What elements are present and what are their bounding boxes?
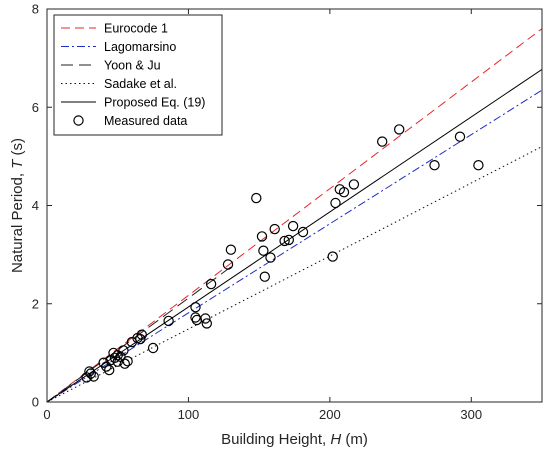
measured-point [201, 318, 212, 329]
measured-point [251, 192, 262, 204]
measured-point [190, 302, 201, 313]
x-tick-label: 100 [178, 407, 200, 422]
y-tick-label: 4 [32, 198, 39, 213]
measured-point [473, 159, 484, 171]
measured-point [122, 356, 133, 367]
legend-box [53, 14, 223, 136]
y-axis-label: Natural Period, T (s) [9, 138, 26, 273]
y-tick-label: 8 [32, 2, 39, 17]
legend-label-proposed-eq-19: Proposed Eq. (19) [104, 96, 205, 110]
measured-point [394, 124, 405, 135]
measured-point [297, 226, 309, 238]
measured-point [279, 235, 290, 247]
measured-point [283, 234, 294, 246]
y-tick-label: 0 [32, 395, 39, 410]
x-axis-label: Building Height, H (m) [221, 431, 368, 448]
legend-label-eurocode-1: Eurocode 1 [104, 22, 168, 36]
measured-point [454, 131, 466, 142]
series-layer [47, 28, 542, 402]
measured-point [200, 313, 211, 324]
y-tick-label: 6 [32, 100, 39, 115]
legend: Eurocode 1 Lagomarsino Yoon & Ju Sadake et … [53, 14, 223, 136]
measured-point [191, 314, 203, 326]
measured-point [119, 358, 131, 369]
measured-point [259, 271, 270, 282]
legend-label-yoon-ju: Yoon & Ju [104, 59, 161, 73]
legend-swatch-measured-data [73, 115, 84, 126]
measured-point [136, 329, 147, 340]
measured-point [85, 368, 97, 379]
series-line-lagomarsino [47, 89, 542, 402]
measured-point [225, 244, 237, 255]
ticks-layer: 0 100 200 300 0 2 4 6 8 [32, 2, 542, 422]
measured-point [269, 223, 280, 235]
x-tick-label: 0 [43, 407, 50, 422]
x-axis-unit: (m) [341, 431, 368, 448]
measured-point [256, 231, 268, 242]
y-axis-label-text: Natural Period, [9, 169, 26, 273]
measured-point [287, 220, 299, 232]
legend-label-sadake-et-al: Sadake et al. [104, 77, 177, 91]
measured-point [163, 315, 174, 327]
y-axis-unit: (s) [9, 138, 26, 160]
measured-point [118, 345, 129, 356]
measured-point [147, 342, 159, 354]
measured-point [377, 136, 388, 147]
legend-label-lagomarsino: Lagomarsino [104, 40, 176, 54]
measured-point [429, 159, 440, 171]
measured-point [88, 371, 99, 382]
y-axis-symbol: T [9, 158, 26, 169]
y-tick-label: 2 [32, 296, 39, 311]
measured-point [330, 197, 341, 209]
legend-label-measured-data: Measured data [104, 114, 187, 128]
measured-point [222, 259, 234, 270]
measured-point [348, 179, 360, 190]
x-tick-label: 300 [460, 407, 482, 422]
x-axis-label-text: Building Height, [221, 431, 330, 448]
measured-point [135, 333, 146, 345]
measured-point [205, 278, 217, 290]
x-axis-symbol: H [330, 431, 341, 448]
measured-point [327, 251, 338, 262]
series-line-eurocode-1 [47, 28, 542, 402]
measured-point [103, 364, 115, 376]
series-line-sadake-et-al [47, 146, 542, 402]
measured-point [190, 312, 201, 323]
measured-point [338, 186, 350, 198]
measured-point [258, 245, 269, 256]
measured-point [112, 356, 123, 367]
measured-point [265, 252, 276, 263]
x-tick-label: 200 [319, 407, 341, 422]
